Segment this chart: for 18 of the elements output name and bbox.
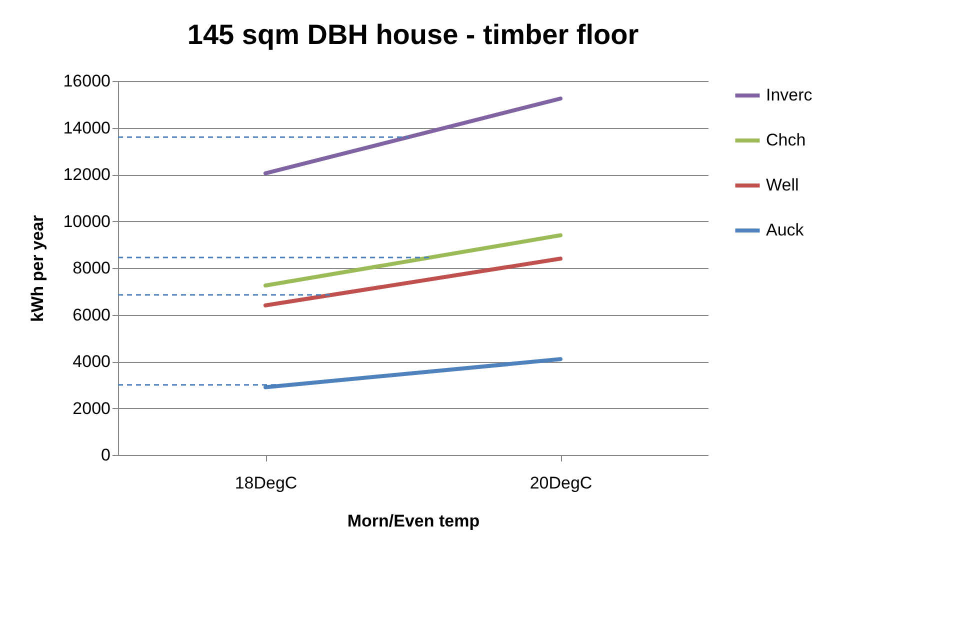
legend-label: Auck bbox=[766, 220, 804, 240]
y-tick-label: 6000 bbox=[72, 305, 110, 324]
y-tick-label: 8000 bbox=[72, 258, 110, 278]
chart-title: 145 sqm DBH house - timber floor bbox=[187, 19, 639, 50]
y-tick-label: 4000 bbox=[72, 352, 110, 371]
x-tick-label: 18DegC bbox=[234, 474, 298, 492]
legend-label: Well bbox=[766, 176, 799, 194]
y-axis-title: kWh per year bbox=[28, 214, 48, 322]
y-tick-label: 14000 bbox=[63, 118, 110, 138]
y-tick-label: 12000 bbox=[63, 165, 110, 184]
y-tick-label: 2000 bbox=[72, 398, 110, 418]
y-tick-label: 0 bbox=[101, 446, 110, 464]
y-tick-label: 10000 bbox=[63, 212, 110, 231]
legend-label: Inverc bbox=[766, 86, 813, 104]
y-tick-label: 16000 bbox=[63, 72, 110, 90]
legend-label: Chch bbox=[766, 130, 806, 150]
x-tick-label: 20DegC bbox=[530, 474, 592, 492]
x-axis-title: Morn/Even temp bbox=[347, 512, 480, 530]
